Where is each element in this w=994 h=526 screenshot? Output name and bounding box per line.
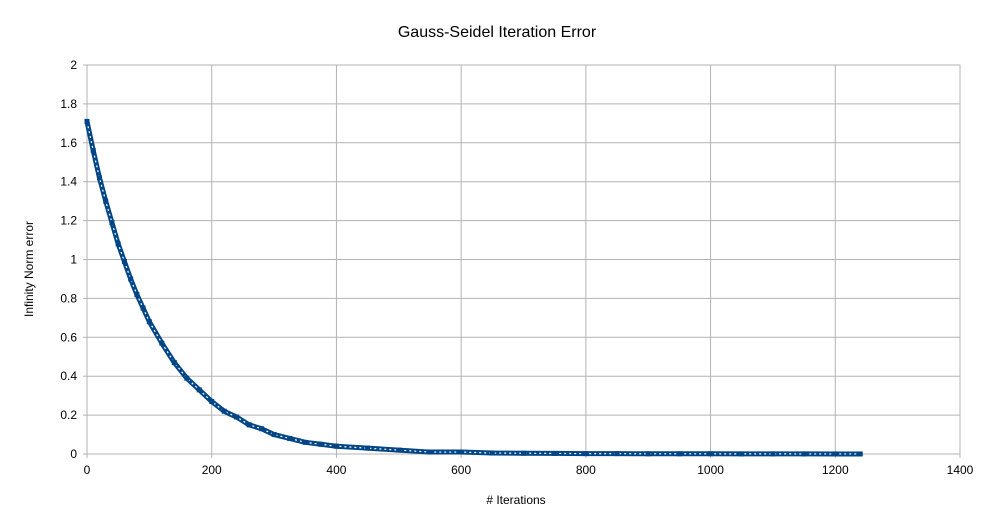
data-point: [271, 432, 277, 438]
data-point: [140, 305, 146, 311]
data-point: [676, 451, 682, 457]
data-point: [96, 175, 102, 181]
y-tick-label: 0.4: [60, 369, 77, 383]
data-point: [246, 422, 252, 428]
data-point: [146, 319, 152, 325]
data-point: [333, 443, 339, 449]
data-point: [171, 360, 177, 366]
x-tick-label: 0: [84, 463, 91, 477]
data-point: [134, 292, 140, 298]
data-point: [209, 398, 215, 404]
data-point: [801, 451, 807, 457]
data-point: [396, 447, 402, 453]
data-point: [708, 451, 714, 457]
y-tick-label: 1.2: [60, 214, 77, 228]
series-line-highlight: [86, 121, 861, 455]
data-point: [302, 439, 308, 445]
data-point: [645, 451, 651, 457]
x-tick-label: 1200: [822, 463, 849, 477]
data-point: [221, 408, 227, 414]
data-point: [287, 435, 293, 441]
tick-labels: 0 0.2 0.4 0.6 0.8 1 1.2 1.4 1.6 1.8 2 0 200 400 600 800…: [60, 58, 973, 477]
grid-lines: [86, 64, 961, 455]
data-point: [234, 414, 240, 420]
x-tick-label: 800: [576, 463, 596, 477]
y-tick-label: 0.8: [60, 291, 77, 305]
data-point: [121, 258, 127, 264]
data-point: [614, 451, 620, 457]
data-point: [84, 118, 90, 124]
x-tick-label: 600: [451, 463, 471, 477]
data-point: [159, 340, 165, 346]
data-point: [770, 451, 776, 457]
data-point: [857, 451, 863, 457]
data-point: [90, 148, 96, 154]
data-point: [427, 449, 433, 455]
series-line: [84, 118, 863, 457]
data-point: [196, 387, 202, 393]
data-point: [128, 276, 134, 282]
y-tick-label: 2: [70, 58, 77, 72]
y-tick-label: 0: [70, 447, 77, 461]
data-point: [583, 451, 589, 457]
data-point: [318, 441, 324, 447]
data-point: [109, 220, 115, 226]
x-tick-label: 200: [202, 463, 222, 477]
x-axis-label: # Iterations: [486, 493, 545, 507]
y-tick-label: 0.6: [60, 330, 77, 344]
y-tick-label: 1.6: [60, 136, 77, 150]
data-point: [521, 450, 526, 456]
y-tick-label: 1.4: [60, 175, 77, 189]
data-point: [115, 241, 121, 247]
data-point: [103, 198, 109, 204]
x-tick-label: 1000: [697, 463, 724, 477]
data-point: [259, 426, 265, 432]
y-tick-label: 1.8: [60, 97, 77, 111]
data-point: [458, 449, 464, 455]
chart-title: Gauss-Seidel Iteration Error: [398, 24, 597, 41]
y-tick-label: 1: [70, 253, 77, 267]
data-point: [365, 445, 371, 451]
data-point: [184, 375, 190, 381]
data-point: [552, 450, 558, 456]
series-marks: [84, 118, 863, 457]
data-point: [832, 451, 838, 457]
data-point: [489, 450, 495, 456]
y-tick-label: 0.2: [60, 408, 77, 422]
y-axis-label: Infinity Norm error: [22, 221, 36, 317]
x-tick-label: 400: [326, 463, 346, 477]
axes: [83, 64, 961, 458]
data-point: [739, 451, 745, 457]
x-tick-label: 1400: [947, 463, 974, 477]
